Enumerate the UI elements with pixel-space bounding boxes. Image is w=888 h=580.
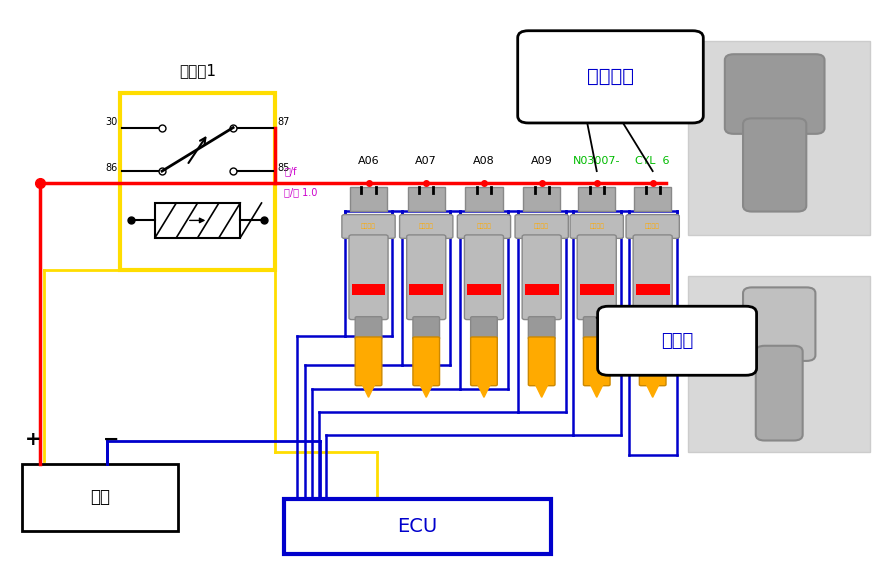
FancyBboxPatch shape [688,41,870,235]
FancyBboxPatch shape [355,337,382,386]
Text: A08: A08 [473,157,495,166]
Polygon shape [646,385,659,397]
Text: 30: 30 [106,117,117,127]
FancyBboxPatch shape [120,93,275,270]
FancyBboxPatch shape [471,337,497,386]
FancyBboxPatch shape [284,499,551,554]
FancyBboxPatch shape [743,118,806,212]
FancyBboxPatch shape [743,287,815,361]
FancyBboxPatch shape [634,187,671,211]
FancyBboxPatch shape [688,276,870,452]
Text: 点火线圈: 点火线圈 [587,67,634,86]
Text: 85: 85 [277,163,289,173]
FancyBboxPatch shape [522,235,561,320]
FancyBboxPatch shape [413,337,440,386]
FancyBboxPatch shape [349,235,388,320]
FancyBboxPatch shape [636,284,670,295]
FancyBboxPatch shape [528,317,555,339]
FancyBboxPatch shape [756,346,803,441]
Text: A07: A07 [416,157,437,166]
Text: N03007-: N03007- [573,157,621,166]
Polygon shape [478,385,490,397]
FancyBboxPatch shape [409,284,443,295]
FancyBboxPatch shape [523,187,560,211]
Text: 点火线圈: 点火线圈 [361,224,376,229]
FancyBboxPatch shape [580,284,614,295]
FancyBboxPatch shape [577,235,616,320]
FancyBboxPatch shape [583,337,610,386]
FancyBboxPatch shape [355,317,382,339]
FancyBboxPatch shape [471,317,497,339]
Text: −: − [103,430,119,449]
Text: 继电器1: 继电器1 [179,63,216,78]
Text: 红/白 1.0: 红/白 1.0 [284,187,318,197]
FancyBboxPatch shape [467,284,501,295]
FancyBboxPatch shape [155,203,240,238]
FancyBboxPatch shape [342,215,395,238]
FancyBboxPatch shape [457,215,511,238]
Text: 点火线圈: 点火线圈 [590,224,604,229]
FancyBboxPatch shape [583,317,610,339]
FancyBboxPatch shape [465,187,503,211]
Text: 红/f: 红/f [284,166,297,176]
Text: 86: 86 [106,163,117,173]
FancyBboxPatch shape [578,187,615,211]
FancyBboxPatch shape [518,31,703,123]
Polygon shape [591,385,603,397]
FancyBboxPatch shape [639,337,666,386]
FancyBboxPatch shape [525,284,559,295]
Polygon shape [420,385,432,397]
FancyBboxPatch shape [626,215,679,238]
FancyBboxPatch shape [413,317,440,339]
FancyBboxPatch shape [515,215,568,238]
FancyBboxPatch shape [528,337,555,386]
FancyBboxPatch shape [725,55,824,134]
Text: 点火线圈: 点火线圈 [419,224,433,229]
FancyBboxPatch shape [350,187,387,211]
FancyBboxPatch shape [400,215,453,238]
Text: +: + [25,430,41,449]
Text: A09: A09 [531,157,552,166]
Text: 火花塞: 火花塞 [661,332,694,350]
Polygon shape [535,385,548,397]
FancyBboxPatch shape [407,235,446,320]
Text: 点火线圈: 点火线圈 [646,224,660,229]
Text: CYL  6: CYL 6 [636,157,670,166]
Text: 87: 87 [277,117,289,127]
Text: 电瓶: 电瓶 [90,488,110,506]
FancyBboxPatch shape [570,215,623,238]
FancyBboxPatch shape [598,306,757,375]
FancyBboxPatch shape [464,235,503,320]
Text: A06: A06 [358,157,379,166]
FancyBboxPatch shape [408,187,445,211]
Text: 点火线圈: 点火线圈 [535,224,549,229]
FancyBboxPatch shape [639,317,666,339]
Polygon shape [362,385,375,397]
Text: ECU: ECU [397,517,438,536]
FancyBboxPatch shape [352,284,385,295]
FancyBboxPatch shape [22,464,178,531]
FancyBboxPatch shape [633,235,672,320]
Text: 点火线圈: 点火线圈 [477,224,491,229]
